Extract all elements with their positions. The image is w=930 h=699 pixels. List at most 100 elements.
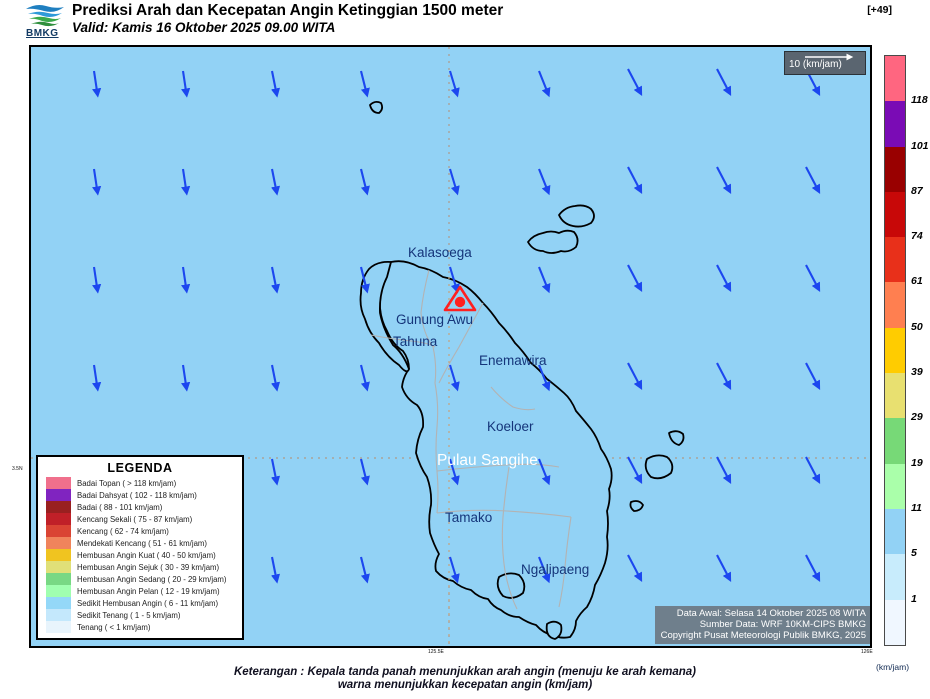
- bmkg-wordmark: BMKG: [26, 28, 59, 39]
- colorbar-band: 39: [885, 366, 923, 419]
- coastline-south-islet-2: [545, 620, 563, 640]
- colorbar-band: 50: [885, 321, 923, 374]
- wind-arrow-layer: [92, 68, 821, 584]
- legend-color-swatch: [46, 621, 71, 633]
- colorbar-tick-label: 39: [911, 366, 923, 379]
- axis-label-lon-125-5e: 125.5E: [428, 649, 444, 655]
- colorbar-band: 11: [885, 502, 922, 555]
- legend-row: Kencang Sekali ( 75 - 87 km/jam): [41, 513, 239, 525]
- colorbar-tick-label: 74: [911, 230, 923, 243]
- legend-row: Hembusan Angin Kuat ( 40 - 50 km/jam): [41, 549, 239, 561]
- colorbar-tick-label: 29: [911, 411, 923, 424]
- place-label-koeloer: Koeloer: [487, 419, 534, 434]
- legend-color-swatch: [46, 573, 71, 585]
- legend-color-swatch: [46, 513, 71, 525]
- scale-reference-label: 10 (km/jam): [789, 59, 842, 70]
- colorbar-tick-label: 5: [911, 547, 917, 560]
- colorbar-band: 87: [885, 185, 923, 238]
- legend-row-label: Badai Dahsyat ( 102 - 118 km/jam): [77, 490, 197, 500]
- coastline-layer: [359, 100, 685, 640]
- legend-row: Hembusan Angin Sejuk ( 30 - 39 km/jam): [41, 561, 239, 573]
- colorbar-tick-label: 118: [911, 94, 928, 107]
- volcano-triangle-icon[interactable]: [443, 285, 477, 312]
- legend-color-swatch: [46, 585, 71, 597]
- page-title: Prediksi Arah dan Kecepatan Angin Keting…: [72, 2, 504, 19]
- legend-row-label: Sedikit Hembusan Angin ( 6 - 11 km/jam): [77, 598, 219, 608]
- admin-boundary-layer: [370, 269, 572, 610]
- colorbar-band: 5: [885, 547, 917, 600]
- legend-row-label: Hembusan Angin Pelan ( 12 - 19 km/jam): [77, 586, 220, 596]
- legend-color-swatch: [46, 477, 71, 489]
- bmkg-logo-icon: [22, 2, 68, 42]
- legend-row: Badai ( 88 - 101 km/jam): [41, 501, 239, 513]
- legend-row-label: Kencang ( 62 - 74 km/jam): [77, 526, 169, 536]
- coastline-north-island-1: [527, 229, 579, 254]
- colorbar-tick-label: 101: [911, 139, 929, 152]
- arrow-right-icon: [805, 53, 854, 61]
- axis-label-lat-3-5n: 3.5N: [12, 466, 23, 472]
- colorbar-unit-label: (km/jam): [876, 662, 910, 672]
- colorbar-tick-label: 1: [911, 592, 917, 605]
- footer-line-1: Keterangan : Kepala tanda panah menunjuk…: [233, 666, 697, 678]
- colorbar-band: 29: [885, 411, 923, 464]
- coastline-east-islet-2: [668, 430, 685, 446]
- colorbar-band: 61: [885, 275, 923, 328]
- legend-color-swatch: [46, 537, 71, 549]
- place-label-tahuna: Tahuna: [393, 334, 438, 349]
- legend-row: Tenang ( < 1 km/jam): [41, 621, 239, 633]
- place-label-kalasoega: Kalasoega: [408, 245, 472, 260]
- coastline-south-islet-1: [496, 572, 526, 599]
- legend-rows: Badai Topan ( > 118 km/jam) Badai Dahsyat…: [41, 477, 239, 633]
- legend-panel: LEGENDA Badai Topan ( > 118 km/jam) Badai…: [36, 455, 244, 640]
- legend-row-label: Mendekati Kencang ( 51 - 61 km/jam): [77, 538, 208, 548]
- map-graphics: Kalasoega Gunung Awu Tahuna Enemawira Ko…: [31, 47, 870, 646]
- legend-row-label: Hembusan Angin Sejuk ( 30 - 39 km/jam): [77, 562, 220, 572]
- legend-row: Hembusan Angin Sedang ( 20 - 29 km/jam): [41, 573, 239, 585]
- legend-row-label: Sedikit Tenang ( 1 - 5 km/jam): [77, 610, 181, 620]
- axis-label-lon-126e: 126E: [861, 649, 873, 655]
- coastline-tahuna-lobe: [359, 260, 410, 373]
- coastline-east-islet-3: [629, 500, 644, 512]
- place-label-ngalipaeng: Ngalipaeng: [521, 562, 589, 577]
- colorbar-tick-label: 61: [911, 275, 923, 288]
- legend-color-swatch: [46, 489, 71, 501]
- colorbar-band: 1: [885, 593, 917, 645]
- colorbar-band: 118: [885, 94, 928, 147]
- legend-color-swatch: [46, 561, 71, 573]
- footer-line-2: warna menunjukkan kecepatan angin (km/ja…: [337, 679, 593, 691]
- page-footer: Keterangan : Kepala tanda panah menunjuk…: [0, 666, 930, 692]
- page-header: BMKG Prediksi Arah dan Kecepatan Angin K…: [0, 0, 930, 42]
- coastline-east-islet-1: [644, 454, 674, 480]
- legend-row-label: Hembusan Angin Sedang ( 20 - 29 km/jam): [77, 574, 227, 584]
- legend-row: Badai Dahsyat ( 102 - 118 km/jam): [41, 489, 239, 501]
- legend-title: LEGENDA: [107, 461, 173, 475]
- legend-row: Hembusan Angin Pelan ( 12 - 19 km/jam): [41, 585, 239, 597]
- wind-forecast-map[interactable]: Kalasoega Gunung Awu Tahuna Enemawira Ko…: [29, 45, 872, 648]
- coastline-sangihe: [378, 260, 613, 639]
- colorbar-band: 74: [885, 230, 923, 283]
- scale-reference-box: 10 (km/jam): [784, 51, 866, 75]
- frame-index-label: [+49]: [867, 4, 892, 16]
- legend-row: Kencang ( 62 - 74 km/jam): [41, 525, 239, 537]
- source-line-data-awal: Data Awal: Selasa 14 Oktober 2025 08 WIT…: [676, 608, 866, 619]
- coastline-tiny-island-top: [369, 100, 384, 114]
- place-label-layer: Kalasoega Gunung Awu Tahuna Enemawira Ko…: [393, 245, 589, 577]
- legend-row: Sedikit Hembusan Angin ( 6 - 11 km/jam): [41, 597, 239, 609]
- legend-color-swatch: [46, 597, 71, 609]
- legend-row-label: Badai ( 88 - 101 km/jam): [77, 502, 163, 512]
- colorbar-band: 101: [885, 140, 929, 192]
- place-label-gunung-awu: Gunung Awu: [396, 312, 473, 327]
- coastline-north-island-2: [558, 204, 595, 228]
- wind-speed-colorbar: 118 101 87 74 61 50 39 29 19 11 5 1: [884, 55, 929, 646]
- place-label-enemawira: Enemawira: [479, 353, 547, 368]
- legend-row-label: Hembusan Angin Kuat ( 40 - 50 km/jam): [77, 550, 216, 560]
- colorbar-band: [885, 56, 905, 102]
- colorbar-tick-label: 87: [911, 184, 923, 197]
- colorbar-band: 19: [885, 457, 923, 509]
- colorbar-tick-label: 19: [911, 456, 923, 469]
- colorbar-tick-label: 50: [911, 320, 923, 333]
- legend-row: Sedikit Tenang ( 1 - 5 km/jam): [41, 609, 239, 621]
- source-credit-box: Data Awal: Selasa 14 Oktober 2025 08 WIT…: [654, 606, 870, 644]
- legend-row: Badai Topan ( > 118 km/jam): [41, 477, 239, 489]
- legend-color-swatch: [46, 609, 71, 621]
